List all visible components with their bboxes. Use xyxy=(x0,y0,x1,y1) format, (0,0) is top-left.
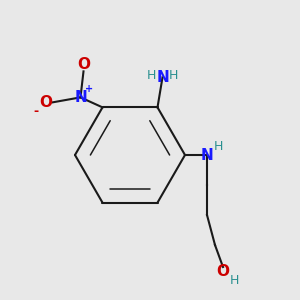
Text: O: O xyxy=(77,57,90,72)
Text: H: H xyxy=(229,274,239,286)
Text: +: + xyxy=(85,84,94,94)
Text: H: H xyxy=(213,140,223,154)
Text: -: - xyxy=(33,105,38,118)
Text: O: O xyxy=(217,263,230,278)
Text: N: N xyxy=(201,148,213,163)
Text: H: H xyxy=(147,69,156,82)
Text: H: H xyxy=(169,69,178,82)
Text: N: N xyxy=(74,90,87,105)
Text: N: N xyxy=(156,70,169,85)
Text: O: O xyxy=(39,95,52,110)
